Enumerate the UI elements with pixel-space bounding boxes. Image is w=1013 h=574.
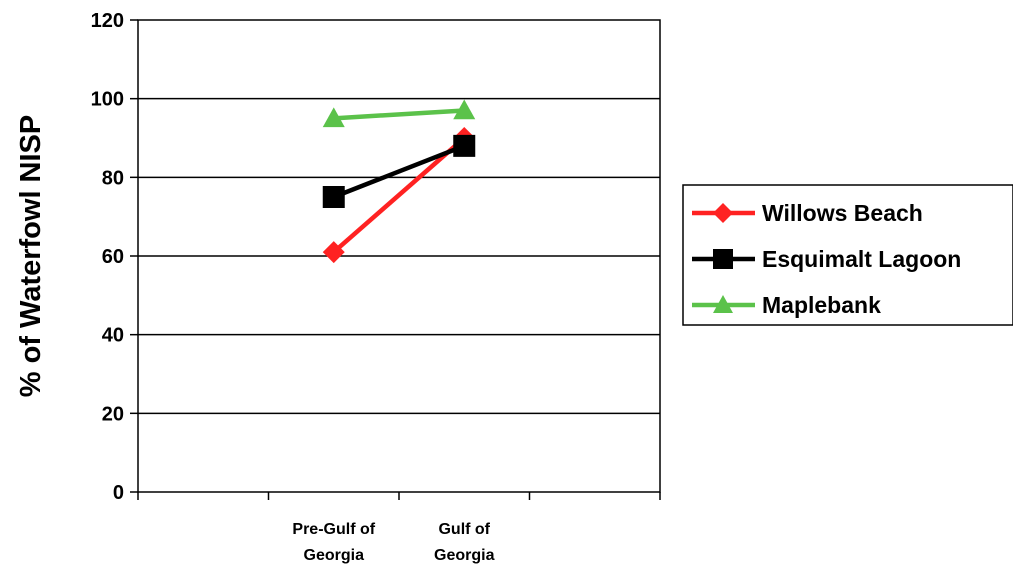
legend-label: Maplebank <box>762 292 881 318</box>
series-line <box>332 136 466 254</box>
data-point <box>322 107 345 128</box>
data-point <box>713 249 733 269</box>
data-point <box>713 295 733 313</box>
y-tick-label: 20 <box>102 403 124 425</box>
gridlines <box>138 97 660 415</box>
legend-item: Esquimalt Lagoon <box>692 246 961 272</box>
x-tick-label: Gulf of Georgia <box>434 521 495 564</box>
x-axis-ticks: Pre-Gulf of Georgia Gulf of Georgia <box>137 492 661 564</box>
data-point <box>453 134 476 157</box>
legend-label: Willows Beach <box>762 200 923 226</box>
x-tick-label: Pre-Gulf of Georgia <box>292 521 375 564</box>
legend-box <box>682 184 1013 326</box>
data-point <box>453 99 476 120</box>
legend-item: Maplebank <box>692 292 881 318</box>
series-line <box>332 143 466 200</box>
y-axis-label: % of Waterfowl NISP <box>15 115 47 398</box>
series-group <box>322 99 476 264</box>
legend-item: Willows Beach <box>692 200 923 226</box>
legend-label: Esquimalt Lagoon <box>762 246 961 272</box>
series-maplebank <box>322 99 476 128</box>
data-point <box>322 241 345 264</box>
y-tick-label: 0 <box>113 482 124 504</box>
y-tick-label: 100 <box>91 89 124 111</box>
y-tick-label: 80 <box>102 167 124 189</box>
legend: Willows Beach Esquimalt Lagoon Maplebank <box>682 184 1013 326</box>
data-point <box>713 203 733 223</box>
y-tick-label: 40 <box>102 325 124 347</box>
y-tick-label: 120 <box>91 10 124 32</box>
data-point <box>322 186 345 208</box>
y-axis-ticks: 0 20 40 60 80 100 120 <box>91 10 138 504</box>
series-esquimalt-lagoon <box>322 134 476 208</box>
series-line <box>333 108 465 121</box>
y-tick-label: 60 <box>102 246 124 268</box>
